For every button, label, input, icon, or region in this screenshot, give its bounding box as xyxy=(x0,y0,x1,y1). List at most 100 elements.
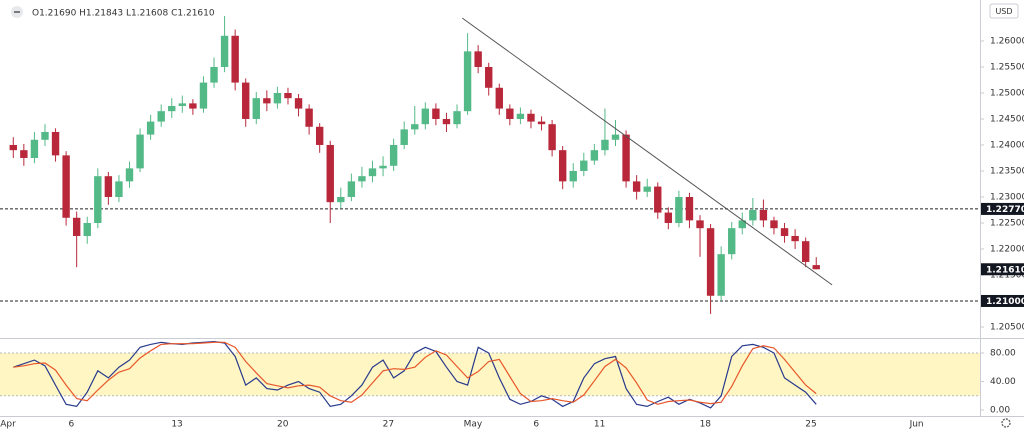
candle-body xyxy=(41,131,49,140)
x-tick-label: 11 xyxy=(594,420,605,430)
candle-body xyxy=(315,126,324,145)
candle-body xyxy=(717,254,725,296)
candle-body xyxy=(421,108,430,125)
candle-body xyxy=(20,150,28,158)
candle-body xyxy=(622,134,630,182)
x-tick-label: 18 xyxy=(700,420,712,430)
candle-body xyxy=(30,139,39,158)
y-tick-label: 1.25500 xyxy=(990,62,1024,72)
candle-body xyxy=(516,113,525,119)
candle-body xyxy=(368,168,377,177)
stoch-line xyxy=(13,340,817,409)
candle-body xyxy=(485,66,493,88)
candle-body xyxy=(168,105,176,112)
candle-body xyxy=(580,160,588,171)
ohlc-legend: O1.21690 H1.21843 L1.21608 C1.21610 xyxy=(32,9,215,19)
y-tick-label: 80.00 xyxy=(990,348,1016,358)
candle-body xyxy=(495,87,503,109)
candle-body xyxy=(83,222,91,236)
last-price-bg xyxy=(981,263,1024,276)
x-tick-label: 27 xyxy=(383,420,394,430)
candle-body xyxy=(136,134,144,169)
candle-body xyxy=(379,165,387,169)
candle-body xyxy=(242,82,250,119)
y-tick-label: 1.25000 xyxy=(990,88,1024,98)
candle-body xyxy=(263,98,271,104)
candle-body xyxy=(453,111,461,125)
currency-label: USD xyxy=(995,7,1012,16)
candles xyxy=(9,16,820,314)
candle-body xyxy=(463,51,472,112)
candle-body xyxy=(601,139,609,151)
y-tick-label: 1.24500 xyxy=(990,114,1024,124)
candle-body xyxy=(759,209,768,221)
stoch-band xyxy=(0,352,980,396)
candle-body xyxy=(9,144,17,151)
x-tick-label: Apr xyxy=(0,420,16,430)
currency-button[interactable] xyxy=(989,3,1019,19)
candle-body xyxy=(537,121,546,125)
level-label: 1.21000 xyxy=(986,297,1024,307)
candle-body xyxy=(94,176,102,223)
candle-body xyxy=(442,118,451,125)
candle-body xyxy=(411,124,419,130)
candle-body xyxy=(273,92,282,104)
candle-body xyxy=(738,220,746,229)
header: O1.21690 H1.21843 L1.21608 C1.21610 xyxy=(11,6,215,19)
candle-body xyxy=(125,168,134,182)
candle-body xyxy=(294,98,303,109)
level-label: 1.22770 xyxy=(986,205,1024,215)
y-tick-label: 1.24000 xyxy=(990,140,1024,150)
candle-body xyxy=(305,108,313,127)
candle-body xyxy=(157,111,165,122)
y-tick-label: 1.21500 xyxy=(990,270,1024,280)
settings-gear xyxy=(1001,418,1011,428)
candle-body xyxy=(664,212,673,223)
candle-body xyxy=(62,155,70,218)
y-tick-label: 0.00 xyxy=(990,406,1010,416)
candle-body xyxy=(389,144,398,166)
x-tick-label: 6 xyxy=(533,420,539,430)
candle-body xyxy=(706,228,715,296)
x-tick-label: 13 xyxy=(171,420,182,430)
candle-body xyxy=(569,170,577,182)
candle-body xyxy=(780,228,789,236)
x-tick-label: May xyxy=(464,420,483,430)
stoch-line xyxy=(13,341,817,405)
level-label-bg xyxy=(981,202,1024,215)
y-tick-label: 1.23500 xyxy=(990,166,1024,176)
candle-body xyxy=(632,181,641,192)
candle-body xyxy=(791,235,799,242)
x-tick-label: 25 xyxy=(805,420,816,430)
x-tick-label: Jun xyxy=(909,420,924,430)
candle-body xyxy=(812,265,820,270)
candle-body xyxy=(347,181,356,197)
y-tick-label: 1.22000 xyxy=(990,244,1024,254)
candle-body xyxy=(178,103,187,106)
last-price-label: 1.21610 xyxy=(986,265,1024,275)
level-label-bg xyxy=(981,294,1024,307)
candle-body xyxy=(654,186,662,213)
candle-body xyxy=(199,82,208,109)
candle-body xyxy=(685,196,694,221)
y-tick-label: 40.00 xyxy=(990,377,1016,387)
candle-body xyxy=(749,209,757,221)
candle-body xyxy=(432,108,440,119)
x-tick-label: 20 xyxy=(277,420,289,430)
candle-body xyxy=(210,66,218,83)
candle-body xyxy=(506,108,514,119)
candle-body xyxy=(220,35,229,67)
candle-body xyxy=(400,129,408,145)
x-tick-label: 6 xyxy=(69,420,75,430)
candle-body xyxy=(115,181,123,197)
candle-body xyxy=(337,196,345,203)
candle-body xyxy=(252,98,260,119)
candle-body xyxy=(326,144,334,203)
settings-icon[interactable] xyxy=(1001,418,1011,428)
candle-body xyxy=(801,241,810,262)
candle-body xyxy=(358,176,366,182)
candle-body xyxy=(675,196,683,223)
candle-body xyxy=(770,220,778,229)
candle-body xyxy=(146,121,155,135)
